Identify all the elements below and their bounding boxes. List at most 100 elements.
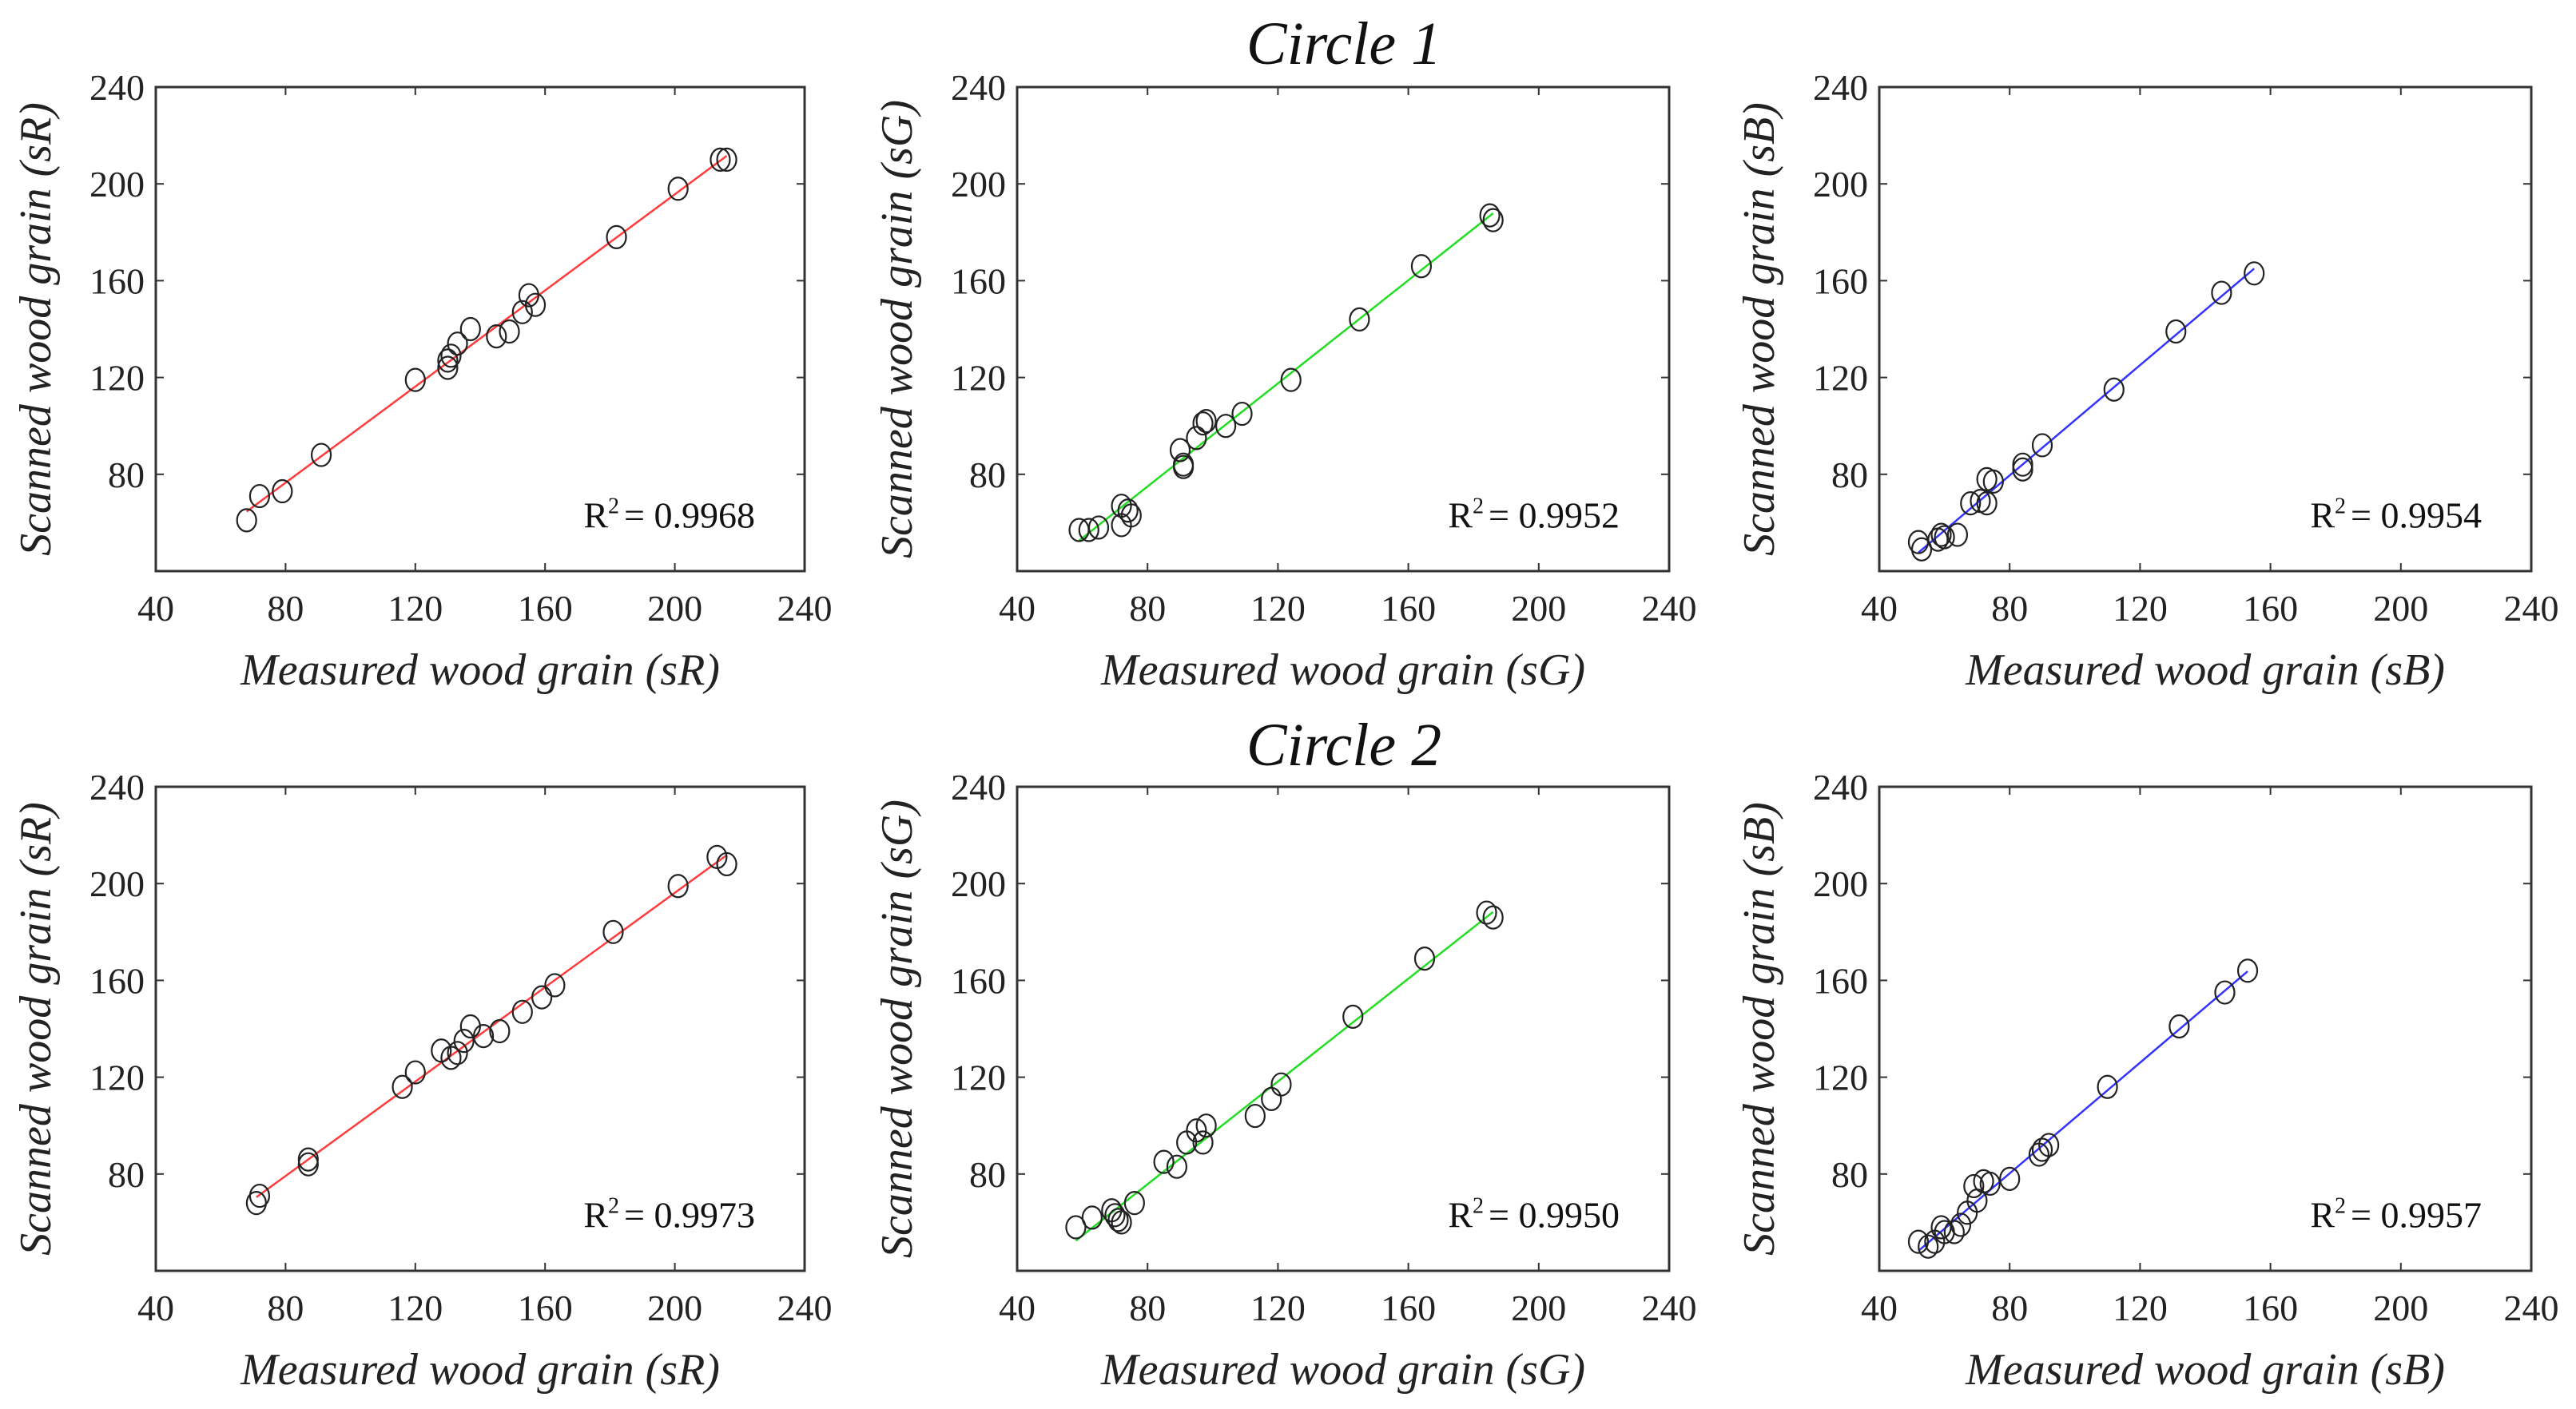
data-point	[1930, 522, 1952, 547]
x-tick-label: 40	[137, 1288, 174, 1328]
x-tick-label: 160	[2243, 1288, 2298, 1328]
r2-superscript: 2	[1473, 1193, 1484, 1218]
x-tick-label: 40	[137, 588, 174, 629]
y-tick-label: 200	[951, 863, 1006, 904]
data-point	[1215, 414, 1237, 439]
data-point	[2031, 433, 2053, 458]
plot-frame	[1878, 85, 2533, 573]
x-tick-label: 200	[1511, 588, 1566, 629]
data-point	[2097, 1074, 2118, 1099]
y-axis-label: Scanned wood grain (sB)	[1735, 802, 1784, 1256]
x-tick-label: 200	[2373, 588, 2428, 629]
y-tick-label: 120	[89, 358, 145, 399]
data-point	[1950, 1213, 1972, 1237]
data-point	[511, 300, 533, 324]
plot-frame	[1016, 85, 1671, 573]
y-tick-label: 200	[951, 164, 1006, 204]
r2-label: R	[1448, 494, 1473, 535]
y-tick-label: 80	[969, 1154, 1006, 1195]
data-point	[1907, 1229, 1930, 1254]
x-tick-label: 240	[2504, 588, 2559, 629]
x-axis-label: Measured wood grain (sG)	[1100, 645, 1585, 695]
r-squared-annotation: R2 = 0.9973	[583, 1193, 755, 1235]
r2-value: = 0.9968	[624, 494, 755, 535]
data-point	[248, 483, 271, 509]
data-point	[459, 316, 481, 342]
x-tick-label: 240	[1642, 1288, 1697, 1328]
x-tick-label: 40	[999, 588, 1036, 629]
data-point	[1186, 426, 1207, 450]
data-point	[1120, 503, 1142, 528]
scatter-panel: 40 80 120 160 200 240 80 120 160 200 240 Measured w…	[11, 67, 833, 695]
y-axis-label: Scanned wood grain (sG)	[873, 800, 922, 1258]
y-tick-label: 80	[1831, 454, 1868, 495]
r2-value: = 0.9950	[1489, 1194, 1620, 1235]
data-point	[1946, 522, 1969, 547]
data-point	[310, 443, 332, 467]
data-point	[1476, 900, 1497, 925]
x-tick-label: 40	[1861, 1288, 1898, 1328]
y-axis-label: Scanned wood grain (sR)	[11, 802, 61, 1256]
x-tick-label: 160	[2243, 588, 2298, 629]
data-point	[236, 508, 257, 533]
data-point	[1482, 208, 1504, 232]
scatter-panel: 40 80 120 160 200 240 80 120 160 200 240 Measured w…	[11, 767, 833, 1395]
r2-value: = 0.9973	[624, 1194, 755, 1235]
y-tick-label: 120	[89, 1058, 145, 1098]
data-point	[2103, 377, 2125, 402]
r2-superscript: 2	[608, 494, 619, 518]
data-point	[486, 323, 507, 349]
data-point	[602, 919, 624, 944]
x-tick-label: 120	[2113, 588, 2168, 629]
data-point	[2031, 1137, 2053, 1162]
data-point	[1078, 518, 1099, 542]
x-tick-label: 200	[647, 588, 702, 629]
x-tick-label: 120	[1250, 588, 1306, 629]
r-squared-annotation: R2 = 0.9957	[2310, 1193, 2482, 1235]
data-point	[2211, 280, 2232, 305]
data-point	[2012, 457, 2033, 482]
data-point	[1934, 525, 1955, 550]
data-point	[1104, 1203, 1126, 1228]
data-point	[1413, 947, 1436, 971]
data-point	[2165, 319, 2187, 344]
data-point	[531, 985, 553, 1010]
r2-value: = 0.9952	[1489, 494, 1620, 535]
y-tick-label: 80	[108, 1154, 145, 1195]
data-point	[1280, 367, 1302, 392]
y-axis-label: Scanned wood grain (sG)	[873, 100, 922, 558]
data-point	[1192, 1130, 1214, 1155]
data-point	[1270, 1072, 1292, 1097]
x-tick-label: 160	[1381, 1288, 1436, 1328]
data-point	[544, 973, 566, 998]
y-tick-label: 80	[1831, 1154, 1868, 1195]
data-point	[1107, 1208, 1129, 1232]
x-axis-label: Measured wood grain (sB)	[1965, 645, 2445, 695]
r2-label: R	[2310, 494, 2335, 535]
data-point	[1963, 1173, 1985, 1199]
data-point	[489, 1018, 511, 1044]
x-tick-label: 120	[2113, 1288, 2168, 1328]
y-tick-label: 160	[951, 960, 1006, 1001]
data-point	[511, 999, 533, 1024]
y-tick-label: 240	[1813, 67, 1868, 108]
fit-line	[1918, 268, 2256, 554]
data-point	[440, 343, 462, 368]
data-point	[1123, 1191, 1145, 1216]
y-axis-label: Scanned wood grain (sB)	[1735, 102, 1784, 556]
data-point	[392, 1074, 413, 1099]
x-tick-label: 200	[647, 1288, 702, 1328]
y-tick-label: 240	[89, 767, 145, 808]
data-point	[1087, 515, 1110, 540]
data-point	[2214, 980, 2236, 1005]
data-point	[1117, 498, 1139, 523]
x-tick-label: 240	[2504, 1288, 2559, 1328]
r2-label: R	[1448, 1194, 1473, 1235]
data-point	[1943, 1220, 1965, 1244]
scatter-panel: 40 80 120 160 200 240 80 120 160 200 240 Measured w…	[1735, 67, 2559, 695]
y-tick-label: 200	[1813, 863, 1868, 904]
plot-frame	[154, 785, 806, 1272]
y-tick-label: 200	[1813, 164, 1868, 204]
data-point	[1111, 1210, 1132, 1235]
data-point	[437, 355, 459, 380]
